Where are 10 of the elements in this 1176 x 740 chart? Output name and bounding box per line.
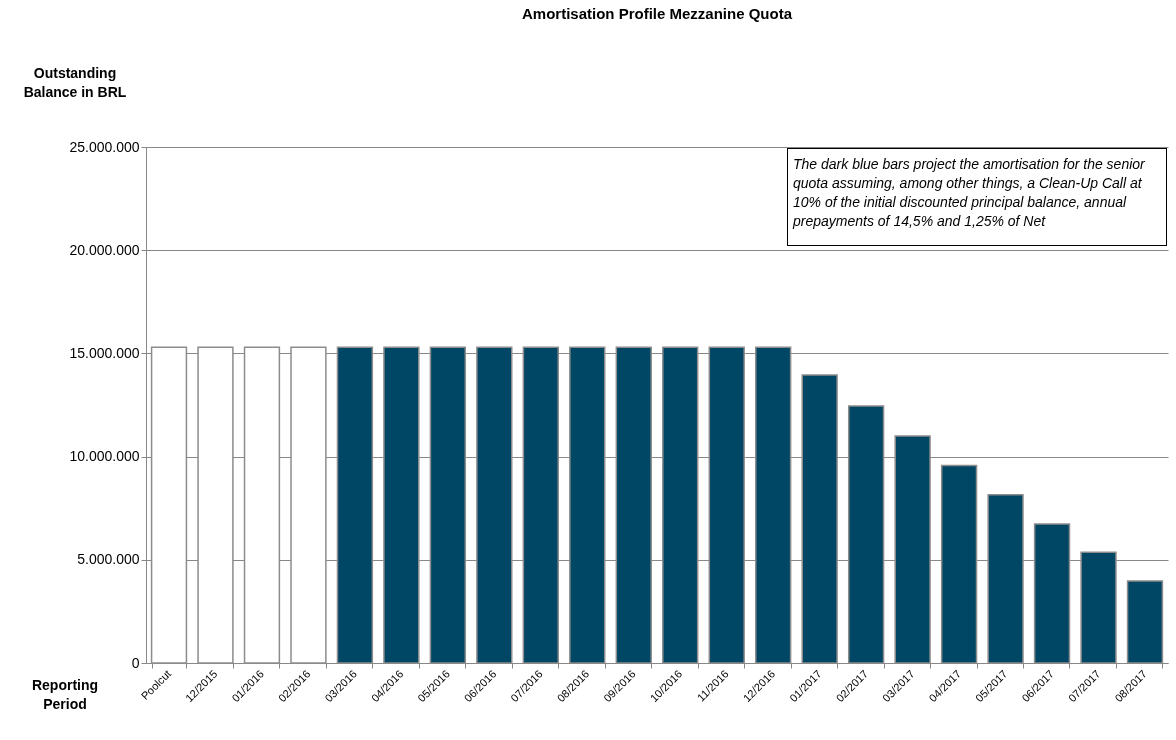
chart-title: Amortisation Profile Mezzanine Quota xyxy=(521,5,793,22)
y-tick-label: 20.000.000 xyxy=(69,241,140,258)
y-tick-label: 25.000.000 xyxy=(69,138,140,155)
y-tick-label: 10.000.000 xyxy=(69,448,140,465)
y-tick-label: 15.000.000 xyxy=(69,344,140,361)
x-axis-title: Reporting Period xyxy=(30,676,100,714)
y-axis-title: Outstanding Balance in BRL xyxy=(22,64,128,102)
y-tick-label: 5.000.000 xyxy=(77,551,140,568)
annotation: The dark blue bars project the amortisation for the senior quota assuming, among other things, a Clean-Up Call at 10% of the initial discounted principal balance, annual prepayments of 14,5% and 1,25% of Net xyxy=(787,148,1167,246)
y-tick-label: 0 xyxy=(131,654,140,671)
